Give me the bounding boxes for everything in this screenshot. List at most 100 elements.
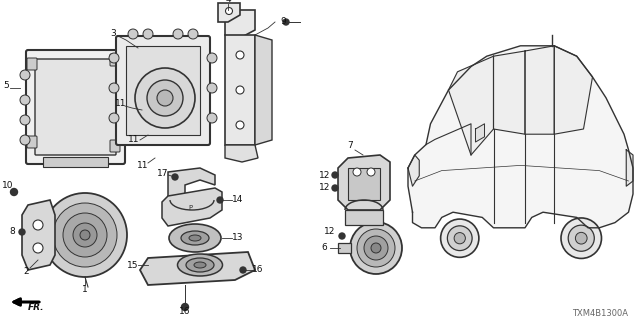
Text: FR.: FR. xyxy=(28,303,44,313)
Circle shape xyxy=(371,243,381,253)
Text: 14: 14 xyxy=(232,196,244,204)
Circle shape xyxy=(63,213,107,257)
Text: 13: 13 xyxy=(232,234,244,243)
Polygon shape xyxy=(408,46,633,228)
Circle shape xyxy=(109,113,119,123)
Polygon shape xyxy=(449,56,493,155)
Text: P: P xyxy=(188,205,192,211)
Text: 2: 2 xyxy=(23,268,29,276)
Text: 7: 7 xyxy=(347,141,353,150)
Circle shape xyxy=(10,188,17,196)
Polygon shape xyxy=(218,3,240,22)
Circle shape xyxy=(561,218,602,259)
FancyBboxPatch shape xyxy=(27,58,37,70)
Circle shape xyxy=(367,168,375,176)
Polygon shape xyxy=(408,155,419,186)
FancyBboxPatch shape xyxy=(26,50,125,164)
Text: 11: 11 xyxy=(137,161,148,170)
Circle shape xyxy=(43,193,127,277)
Text: 5: 5 xyxy=(3,81,9,90)
Polygon shape xyxy=(338,155,390,210)
FancyBboxPatch shape xyxy=(43,157,108,167)
Circle shape xyxy=(33,243,43,253)
Ellipse shape xyxy=(186,258,214,272)
Polygon shape xyxy=(493,51,525,134)
Text: 8: 8 xyxy=(9,228,15,236)
Polygon shape xyxy=(168,168,215,200)
Circle shape xyxy=(80,230,90,240)
Circle shape xyxy=(207,83,217,93)
Circle shape xyxy=(157,90,173,106)
Circle shape xyxy=(240,267,246,273)
FancyBboxPatch shape xyxy=(116,36,210,145)
Ellipse shape xyxy=(194,262,206,268)
Text: 12: 12 xyxy=(319,171,331,180)
Text: 4: 4 xyxy=(225,0,231,4)
Text: TXM4B1300A: TXM4B1300A xyxy=(572,308,628,317)
Bar xyxy=(126,46,200,135)
Ellipse shape xyxy=(177,254,223,276)
Circle shape xyxy=(364,236,388,260)
Circle shape xyxy=(33,220,43,230)
FancyBboxPatch shape xyxy=(110,54,120,66)
Circle shape xyxy=(20,70,30,80)
FancyBboxPatch shape xyxy=(35,59,116,155)
Polygon shape xyxy=(525,46,554,134)
Circle shape xyxy=(53,203,117,267)
Polygon shape xyxy=(554,46,593,134)
Text: 16: 16 xyxy=(179,308,191,316)
Circle shape xyxy=(172,174,178,180)
Circle shape xyxy=(350,222,402,274)
Circle shape xyxy=(217,197,223,203)
Polygon shape xyxy=(225,35,255,145)
Circle shape xyxy=(20,115,30,125)
Circle shape xyxy=(173,29,183,39)
Text: 3: 3 xyxy=(110,28,116,37)
Circle shape xyxy=(454,233,465,244)
Circle shape xyxy=(575,232,587,244)
Polygon shape xyxy=(140,252,255,285)
Polygon shape xyxy=(345,210,383,225)
Circle shape xyxy=(20,135,30,145)
Circle shape xyxy=(447,226,472,251)
Polygon shape xyxy=(225,10,255,38)
Text: 12: 12 xyxy=(319,183,331,193)
Circle shape xyxy=(283,19,289,25)
Circle shape xyxy=(20,95,30,105)
Text: 12: 12 xyxy=(324,228,336,236)
Circle shape xyxy=(135,68,195,128)
FancyBboxPatch shape xyxy=(110,140,120,152)
Circle shape xyxy=(19,229,25,235)
Circle shape xyxy=(236,51,244,59)
Polygon shape xyxy=(162,188,222,226)
Ellipse shape xyxy=(169,224,221,252)
Circle shape xyxy=(440,219,479,257)
Circle shape xyxy=(207,53,217,63)
Text: 16: 16 xyxy=(252,266,264,275)
Circle shape xyxy=(143,29,153,39)
Bar xyxy=(348,168,380,200)
Circle shape xyxy=(332,185,338,191)
Circle shape xyxy=(182,303,189,310)
Circle shape xyxy=(147,80,183,116)
Text: 17: 17 xyxy=(157,169,169,178)
Circle shape xyxy=(357,229,395,267)
Ellipse shape xyxy=(189,235,201,241)
Circle shape xyxy=(188,29,198,39)
Circle shape xyxy=(207,113,217,123)
Text: 11: 11 xyxy=(128,135,140,145)
FancyBboxPatch shape xyxy=(27,136,37,148)
Polygon shape xyxy=(476,124,484,142)
Polygon shape xyxy=(255,35,272,145)
Polygon shape xyxy=(627,150,633,186)
Circle shape xyxy=(568,225,595,251)
Text: 1: 1 xyxy=(82,284,88,293)
Circle shape xyxy=(353,168,361,176)
Text: 9: 9 xyxy=(280,18,286,27)
Circle shape xyxy=(128,29,138,39)
Circle shape xyxy=(73,223,97,247)
Text: 6: 6 xyxy=(321,244,327,252)
Circle shape xyxy=(236,121,244,129)
Bar xyxy=(338,243,351,253)
Circle shape xyxy=(109,83,119,93)
